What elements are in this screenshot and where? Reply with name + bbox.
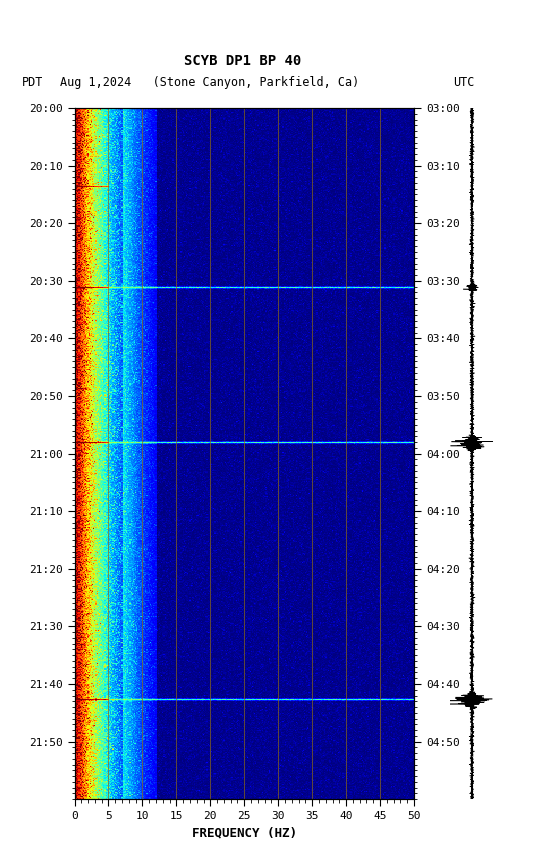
Text: Aug 1,2024   (Stone Canyon, Parkfield, Ca): Aug 1,2024 (Stone Canyon, Parkfield, Ca)	[60, 76, 359, 89]
Text: PDT: PDT	[22, 76, 44, 89]
Text: UTC: UTC	[453, 76, 474, 89]
X-axis label: FREQUENCY (HZ): FREQUENCY (HZ)	[192, 827, 297, 840]
Text: SCYB DP1 BP 40: SCYB DP1 BP 40	[184, 54, 301, 67]
